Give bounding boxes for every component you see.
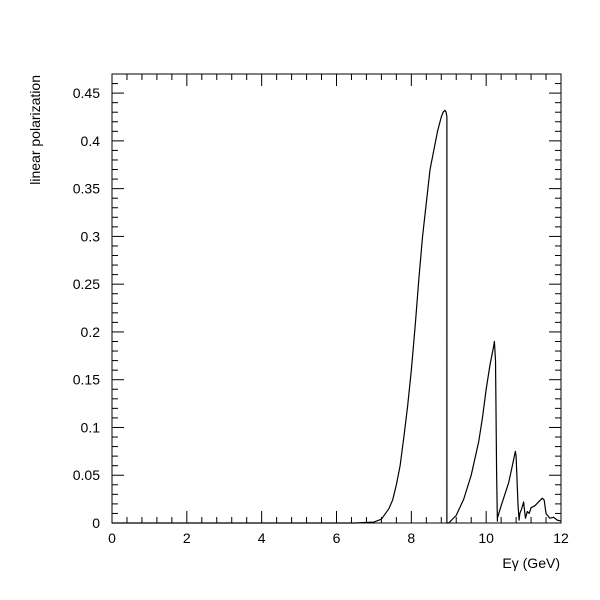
y-tick-label: 0.45 — [73, 85, 100, 101]
y-axis-label: linear polarization — [27, 75, 43, 185]
axis-ticks — [111, 73, 562, 524]
y-tick-label: 0.05 — [73, 467, 100, 483]
y-tick-label: 0.3 — [81, 228, 101, 244]
x-tick-label: 6 — [333, 530, 341, 546]
plot-frame — [111, 73, 562, 524]
y-tick-label: 0.15 — [73, 372, 100, 388]
series-line-0 — [112, 109, 562, 524]
y-tick-label: 0.4 — [81, 133, 101, 149]
x-tick-label: 12 — [553, 530, 569, 546]
y-tick-label: 0.2 — [81, 324, 101, 340]
series-layer — [112, 109, 562, 524]
x-axis-label: Eγ (GeV) — [502, 555, 560, 571]
x-tick-label: 0 — [108, 530, 116, 546]
x-tick-label: 8 — [407, 530, 415, 546]
axis-tick-labels: 0 2 4 6 8 10 12 0 0.05 0.1 0.15 0.2 0.25 0.3 0.35 0.4 0.… — [73, 85, 569, 546]
x-tick-label: 2 — [183, 530, 191, 546]
y-tick-label: 0 — [92, 515, 100, 531]
y-tick-label: 0.35 — [73, 181, 100, 197]
y-tick-label: 0.1 — [81, 419, 101, 435]
y-tick-label: 0.25 — [73, 276, 100, 292]
x-tick-label: 10 — [478, 530, 494, 546]
x-tick-label: 4 — [258, 530, 266, 546]
